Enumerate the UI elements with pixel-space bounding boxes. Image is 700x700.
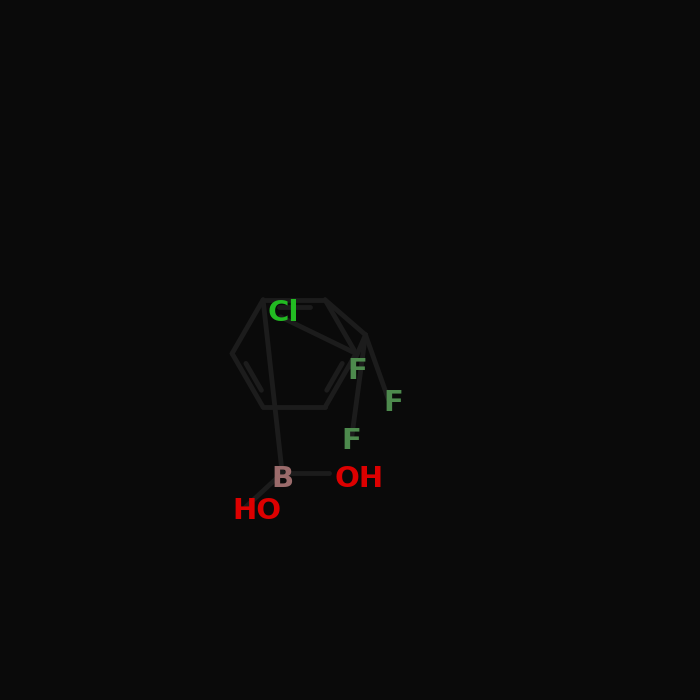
Text: B: B bbox=[271, 465, 293, 493]
Text: F: F bbox=[342, 427, 362, 455]
Text: F: F bbox=[384, 389, 404, 417]
Text: OH: OH bbox=[335, 465, 384, 493]
Text: Cl: Cl bbox=[267, 299, 299, 327]
Text: F: F bbox=[347, 357, 367, 385]
Text: HO: HO bbox=[232, 497, 281, 525]
